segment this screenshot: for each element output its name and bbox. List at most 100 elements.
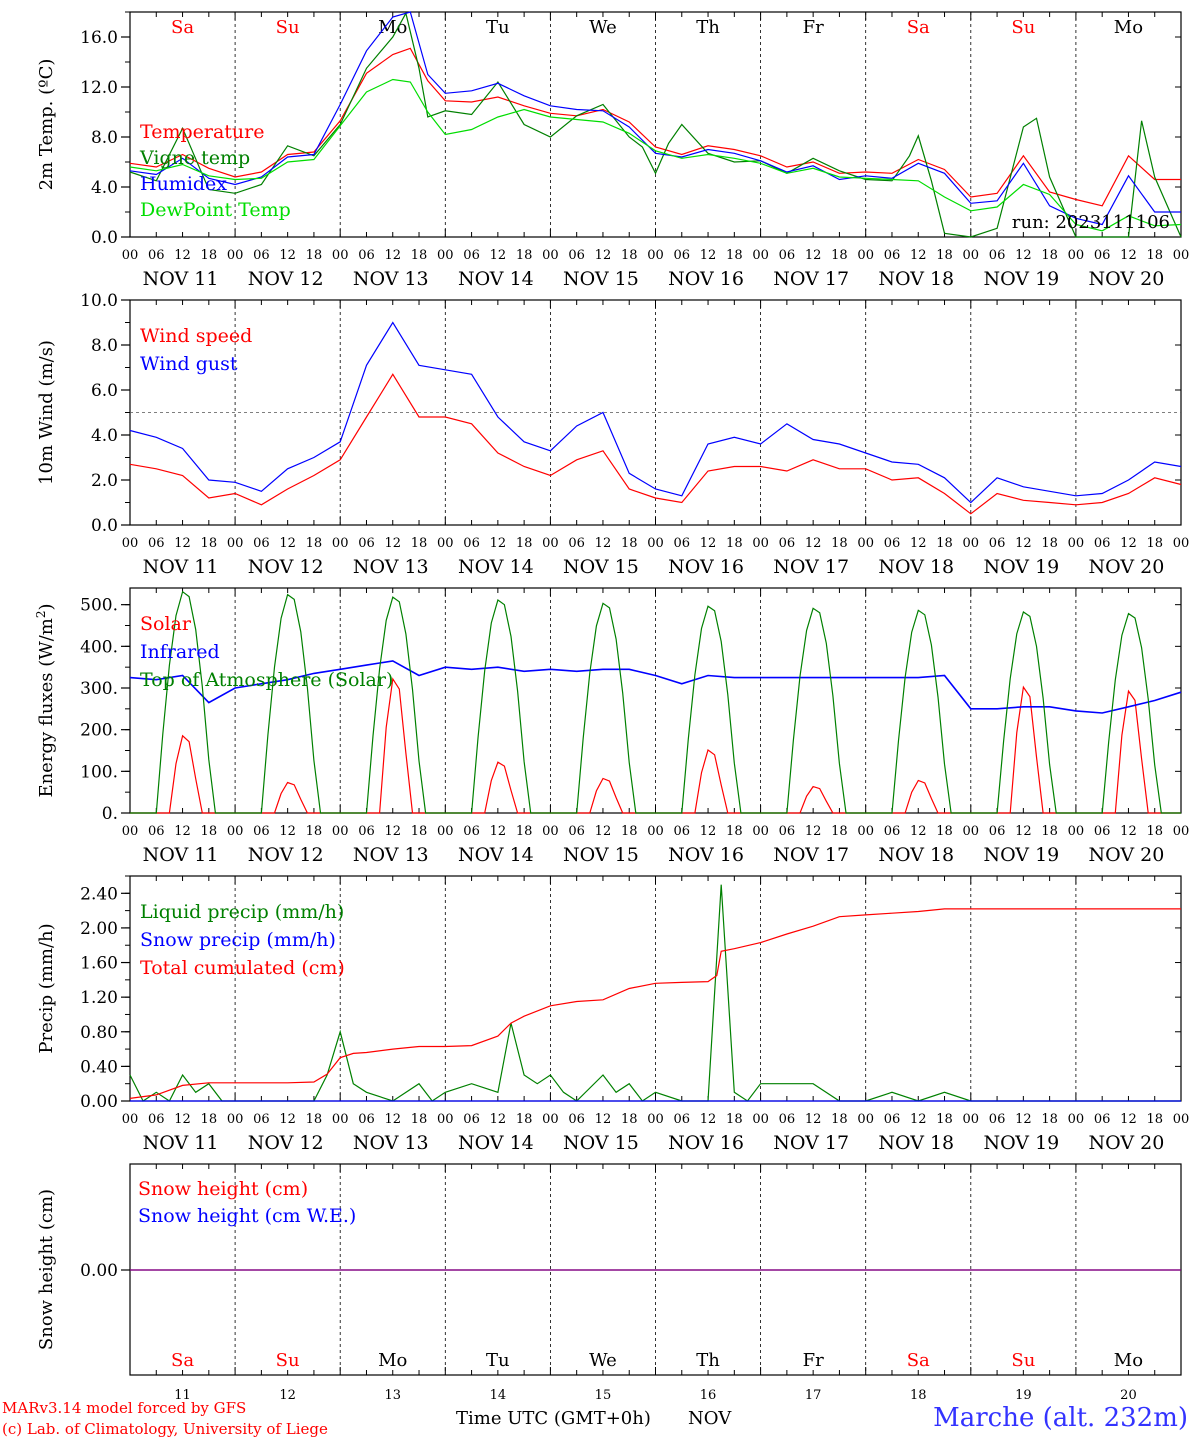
hour-tick-label: 06 bbox=[779, 536, 796, 551]
hour-tick-label: 00 bbox=[857, 1112, 874, 1127]
hour-tick-label: 06 bbox=[884, 536, 901, 551]
hour-tick-label: 18 bbox=[726, 1112, 743, 1127]
hour-tick-label: 12 bbox=[1015, 824, 1032, 839]
y-tick-label: 0.00 bbox=[80, 1261, 118, 1281]
date-label: NOV 19 bbox=[983, 556, 1059, 578]
hour-tick-label: 06 bbox=[253, 536, 270, 551]
date-label: NOV 20 bbox=[1089, 1132, 1165, 1154]
hour-tick-label: 06 bbox=[148, 824, 165, 839]
hour-tick-label: 00 bbox=[437, 248, 454, 263]
hour-tick-label: 00 bbox=[122, 248, 139, 263]
hour-tick-label: 00 bbox=[332, 1112, 349, 1127]
run-label: run: 2023111106 bbox=[1012, 212, 1170, 233]
y-axis-label: Precip (mm/h) bbox=[36, 923, 57, 1053]
y-tick-label: 12.0 bbox=[80, 78, 118, 98]
hour-tick-label: 06 bbox=[884, 1112, 901, 1127]
legend-entry: Vigne temp bbox=[139, 147, 250, 169]
hour-tick-label: 06 bbox=[358, 824, 375, 839]
y-tick-label: 4.0 bbox=[91, 426, 118, 446]
day-of-week-label: Su bbox=[1011, 17, 1035, 38]
y-tick-label: 1.20 bbox=[80, 988, 118, 1008]
hour-tick-label: 00 bbox=[647, 1112, 664, 1127]
hour-tick-label: 06 bbox=[1094, 1112, 1111, 1127]
hour-tick-label: 18 bbox=[1041, 1112, 1058, 1127]
hour-tick-label: 06 bbox=[568, 248, 585, 263]
hour-tick-label: 00 bbox=[857, 824, 874, 839]
legend-entry: Humidex bbox=[140, 173, 227, 195]
date-label: NOV 17 bbox=[773, 844, 849, 866]
hour-tick-label: 00 bbox=[122, 536, 139, 551]
legend-entry: Snow height (cm) bbox=[138, 1178, 308, 1200]
date-label: NOV 14 bbox=[458, 556, 534, 578]
y-tick-label: 2.40 bbox=[80, 884, 118, 904]
y-tick-label: 500. bbox=[80, 596, 118, 616]
hour-tick-label: 18 bbox=[1146, 248, 1163, 263]
hour-tick-label: 12 bbox=[279, 248, 296, 263]
date-label: NOV 15 bbox=[563, 268, 639, 290]
date-label: NOV 11 bbox=[143, 844, 219, 866]
hour-tick-label: 18 bbox=[621, 824, 638, 839]
hour-tick-label: 12 bbox=[910, 248, 927, 263]
hour-tick-label: 18 bbox=[1041, 824, 1058, 839]
hour-tick-label: 00 bbox=[647, 824, 664, 839]
day-number-label: 16 bbox=[700, 1388, 717, 1403]
hour-tick-label: 18 bbox=[1146, 824, 1163, 839]
y-tick-label: 2.0 bbox=[91, 471, 118, 491]
hour-tick-label: 00 bbox=[542, 536, 559, 551]
hour-tick-label: 06 bbox=[463, 824, 480, 839]
y-tick-label: 2.00 bbox=[80, 919, 118, 939]
hour-tick-label: 00 bbox=[963, 536, 980, 551]
hour-tick-label: 00 bbox=[857, 536, 874, 551]
hour-tick-label: 18 bbox=[831, 1112, 848, 1127]
day-of-week-label: Mo bbox=[378, 1350, 407, 1371]
legend-entry: DewPoint Temp bbox=[140, 199, 291, 221]
hour-tick-label: 06 bbox=[884, 248, 901, 263]
hour-tick-label: 18 bbox=[201, 536, 218, 551]
hour-tick-label: 00 bbox=[227, 1112, 244, 1127]
date-label: NOV 17 bbox=[773, 1132, 849, 1154]
day-of-week-label: Fr bbox=[803, 1350, 824, 1371]
y-tick-label: 1.60 bbox=[80, 954, 118, 974]
date-label: NOV 17 bbox=[773, 268, 849, 290]
hour-tick-label: 00 bbox=[542, 824, 559, 839]
hour-tick-label: 12 bbox=[174, 536, 191, 551]
hour-tick-label: 18 bbox=[306, 536, 323, 551]
hour-tick-label: 12 bbox=[805, 536, 822, 551]
hour-tick-label: 06 bbox=[989, 536, 1006, 551]
hour-tick-label: 18 bbox=[621, 1112, 638, 1127]
hour-tick-label: 00 bbox=[1173, 536, 1190, 551]
hour-tick-label: 00 bbox=[752, 824, 769, 839]
hour-tick-label: 18 bbox=[936, 1112, 953, 1127]
day-of-week-label: Fr bbox=[803, 17, 824, 38]
day-of-week-label: Sa bbox=[907, 1350, 930, 1371]
y-tick-label: 8.0 bbox=[91, 336, 118, 356]
hour-tick-label: 18 bbox=[516, 536, 533, 551]
hour-tick-label: 00 bbox=[752, 536, 769, 551]
date-label: NOV 14 bbox=[458, 844, 534, 866]
hour-tick-label: 00 bbox=[752, 248, 769, 263]
y-tick-label: 8.0 bbox=[91, 128, 118, 148]
hour-tick-label: 12 bbox=[595, 248, 612, 263]
legend-entry: Liquid precip (mm/h) bbox=[140, 901, 344, 923]
panel-1: 00 06 12 18 00 06 12 18 00 06 12 18 00 06 12 18 00 06 12 18… bbox=[36, 11, 1189, 290]
panel-4: 00 06 12 18 00 06 12 18 00 06 12 18 00 06 12 18 00 06 12 18… bbox=[36, 875, 1189, 1154]
hour-tick-label: 18 bbox=[831, 536, 848, 551]
date-label: NOV 13 bbox=[353, 556, 429, 578]
y-tick-label: 0.0 bbox=[91, 516, 118, 536]
day-number-label: 18 bbox=[910, 1388, 927, 1403]
day-of-week-label: Mo bbox=[1114, 1350, 1143, 1371]
hour-tick-label: 00 bbox=[1068, 248, 1085, 263]
panel-3: 00 06 12 18 00 06 12 18 00 06 12 18 00 06 12 18 00 06 12 18… bbox=[34, 587, 1189, 866]
day-of-week-label: Th bbox=[696, 17, 720, 38]
hour-tick-label: 00 bbox=[227, 824, 244, 839]
day-number-label: 13 bbox=[384, 1388, 401, 1403]
hour-tick-label: 00 bbox=[122, 1112, 139, 1127]
station-name: Marche (alt. 232m) bbox=[933, 1403, 1188, 1433]
date-label: NOV 13 bbox=[353, 268, 429, 290]
day-of-week-label: Sa bbox=[907, 17, 930, 38]
y-tick-label: 16.0 bbox=[80, 28, 118, 48]
hour-tick-label: 18 bbox=[516, 824, 533, 839]
date-label: NOV 19 bbox=[983, 844, 1059, 866]
hour-tick-label: 06 bbox=[463, 1112, 480, 1127]
